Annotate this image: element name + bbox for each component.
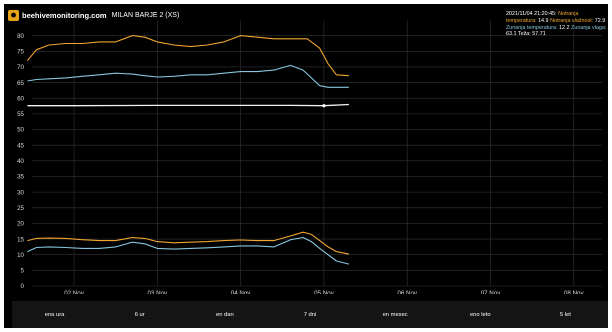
x-tick-label: 03 Nov bbox=[147, 290, 168, 294]
y-tick-label: 40 bbox=[17, 158, 24, 165]
range-1-month[interactable]: en mesec bbox=[382, 311, 408, 318]
outer-temp-value: 12.2 bbox=[559, 24, 570, 31]
header: ⬢ beehivemonitoring.com MILAN BARJE 2 (X… bbox=[8, 8, 179, 22]
x-axis: 02 Nov 03 Nov 04 Nov 05 Nov 06 Nov 07 Nov 08 N… bbox=[64, 290, 584, 294]
y-tick-label: 10 bbox=[17, 252, 24, 259]
tooltip-readout: 2021/11/04 21:20:45: Notranja temperatur… bbox=[506, 11, 608, 38]
y-tick-label: 50 bbox=[17, 127, 24, 134]
y-tick-label: 35 bbox=[17, 174, 24, 181]
site-name[interactable]: beehivemonitoring.com bbox=[22, 10, 107, 20]
y-tick-label: 60 bbox=[17, 95, 24, 102]
range-5-years[interactable]: 5 let bbox=[559, 311, 571, 318]
range-1-hour[interactable]: ena ura bbox=[44, 311, 65, 318]
hover-marker bbox=[322, 104, 326, 108]
y-tick-label: 20 bbox=[17, 221, 24, 228]
hive-name: MILAN BARJE 2 (XS) bbox=[111, 11, 180, 19]
bee-logo-icon[interactable]: ⬢ bbox=[8, 9, 19, 21]
weight-label: Teža: bbox=[517, 31, 531, 38]
y-tick-label: 15 bbox=[17, 236, 24, 243]
series-line-1-blue bbox=[27, 64, 349, 88]
outer-humidity-value: 63.1 bbox=[506, 31, 517, 38]
time-range-bar: ena ura 6 ur en dan 7 dni en mesec eno l… bbox=[12, 301, 608, 328]
inner-temp-label: Notranja temperatura: bbox=[506, 11, 579, 24]
y-tick-label: 70 bbox=[17, 64, 24, 71]
series-lines bbox=[26, 35, 350, 265]
y-tick-label: 0 bbox=[21, 283, 25, 290]
inner-humidity-label: Notranja vlažnost: bbox=[550, 17, 594, 24]
outer-humidity-label: Zunanja vlaga: bbox=[571, 24, 607, 31]
x-tick-label: 06 Nov bbox=[397, 290, 418, 294]
y-tick-label: 45 bbox=[17, 142, 24, 149]
y-tick-label: 55 bbox=[17, 111, 24, 118]
y-tick-label: 5 bbox=[21, 268, 25, 275]
x-tick-label: 05 Nov bbox=[314, 290, 335, 294]
y-tick-label: 30 bbox=[17, 189, 24, 196]
inner-temp-value: 14.9 bbox=[538, 17, 549, 24]
series-line-2-white bbox=[27, 103, 349, 107]
x-tick-label: 02 Nov bbox=[64, 290, 85, 294]
series-line-4-blue bbox=[27, 236, 350, 265]
y-tick-label: 80 bbox=[17, 33, 24, 40]
y-axis: 0 5 10 15 20 25 30 35 40 45 50 55 60 65 70 75 80 bbox=[17, 33, 24, 290]
dashboard: 0 5 10 15 20 25 30 35 40 45 50 55 60 65 70 75 80 02 Nov 0… bbox=[4, 4, 608, 328]
weight-value: 57.71 bbox=[532, 31, 546, 38]
y-tick-label: 75 bbox=[17, 48, 24, 55]
readout-timestamp: 2021/11/04 21:20:45: bbox=[506, 11, 557, 17]
x-tick-label: 04 Nov bbox=[231, 290, 252, 294]
series-line-3-orange bbox=[27, 231, 350, 255]
range-6-hours[interactable]: 6 ur bbox=[134, 311, 145, 318]
inner-humidity-value: 72.9 bbox=[594, 17, 606, 24]
x-tick-label: 08 Nov bbox=[564, 290, 585, 294]
x-tick-label: 07 Nov bbox=[481, 290, 502, 294]
range-7-days[interactable]: 7 dni bbox=[303, 311, 317, 318]
range-1-year[interactable]: eno leto bbox=[469, 311, 491, 318]
range-1-day[interactable]: en dan bbox=[215, 311, 234, 318]
series-line-0-orange bbox=[26, 35, 349, 77]
outer-temp-label: Zunanja temperatura: bbox=[506, 24, 558, 31]
y-tick-label: 25 bbox=[17, 205, 24, 212]
y-tick-label: 65 bbox=[17, 80, 24, 87]
